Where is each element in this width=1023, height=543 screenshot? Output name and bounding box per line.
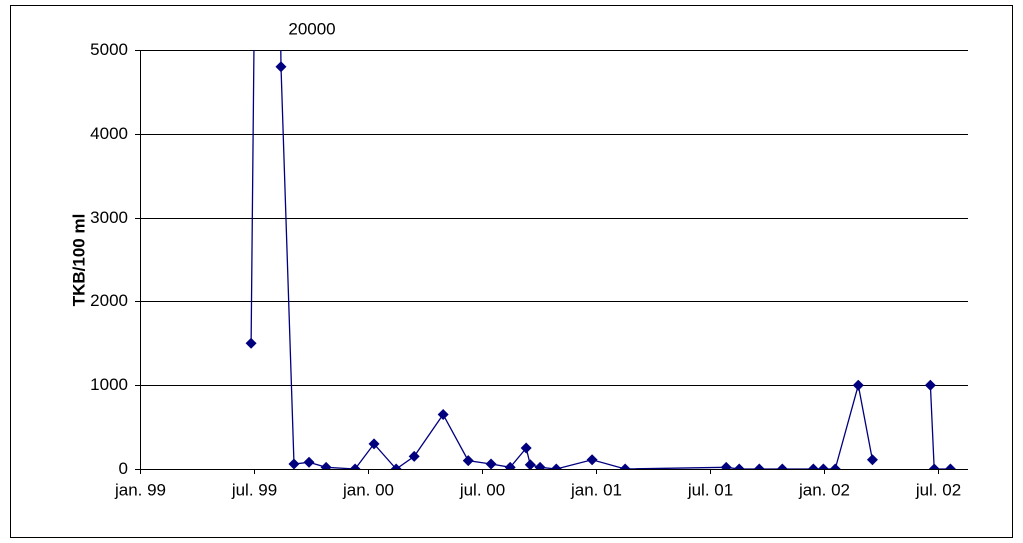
data-point (829, 463, 841, 470)
data-point (928, 463, 940, 470)
data-point (437, 409, 449, 421)
y-tick-label: 0 (119, 459, 128, 478)
data-point (866, 454, 878, 466)
data-point (944, 463, 956, 470)
data-point (924, 379, 936, 391)
data-point (733, 463, 745, 470)
data-point (586, 454, 598, 466)
data-point (550, 463, 562, 470)
data-point (275, 61, 287, 73)
y-tick-label: 2000 (90, 291, 128, 310)
data-point (520, 442, 532, 454)
data-point (807, 463, 819, 470)
data-point (776, 463, 788, 470)
data-point (852, 379, 864, 391)
data-point (753, 463, 765, 470)
x-tick-label: jan. 02 (798, 480, 850, 499)
y-tick-label: 1000 (90, 375, 128, 394)
y-tick-label: 5000 (90, 40, 128, 59)
x-tick-label: jan. 99 (114, 480, 166, 499)
chart-border (10, 5, 1013, 538)
data-point (288, 458, 300, 470)
data-point (390, 463, 402, 470)
x-tick-label: jan. 01 (570, 480, 622, 499)
x-tick-label: jul. 01 (687, 480, 733, 499)
y-tick-label: 3000 (90, 208, 128, 227)
data-point (534, 461, 546, 470)
data-point (368, 438, 380, 450)
y-tick-label: 4000 (90, 124, 128, 143)
x-tick-label: jul. 99 (231, 480, 277, 499)
annotation: 20000 (288, 19, 335, 38)
data-point (245, 337, 257, 349)
data-point (619, 463, 631, 470)
y-axis-title: TKB/100 ml (69, 214, 88, 307)
data-point (720, 461, 732, 470)
data-point (485, 458, 497, 470)
x-tick-label: jul. 02 (915, 480, 961, 499)
data-point (349, 463, 361, 470)
data-point (817, 463, 829, 470)
x-tick-label: jul. 00 (459, 480, 505, 499)
data-point (462, 455, 474, 467)
x-tick-label: jan. 00 (342, 480, 394, 499)
data-point (303, 456, 315, 468)
data-point (320, 461, 332, 470)
data-point (524, 459, 536, 470)
data-point (504, 461, 516, 470)
data-point (408, 450, 420, 462)
